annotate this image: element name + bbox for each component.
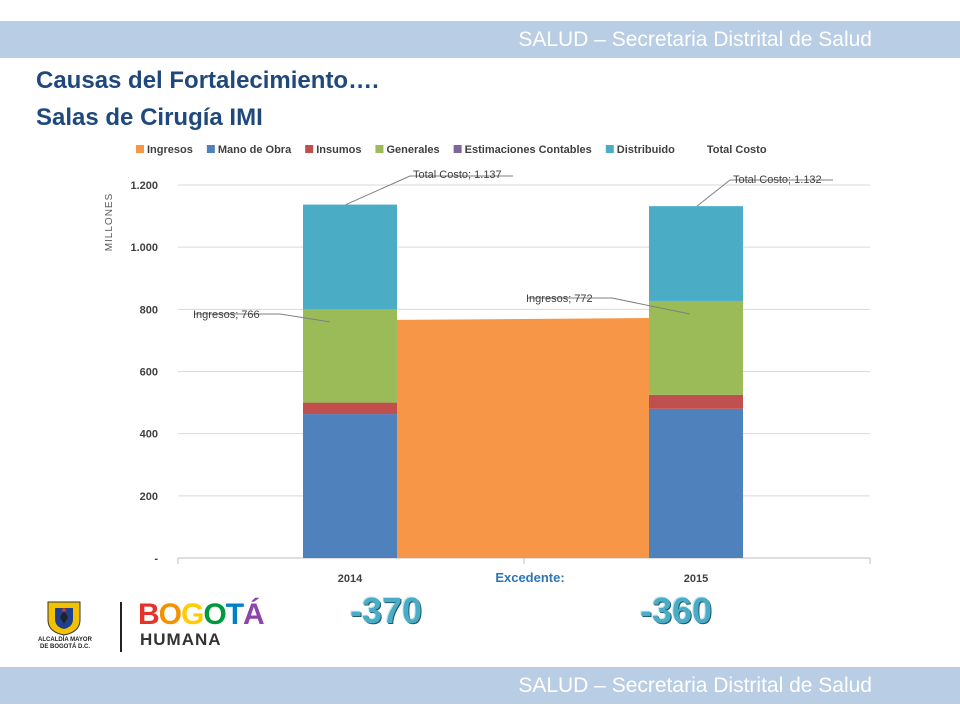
bogota-letter: O [158, 598, 182, 631]
excedente-label: Excedente: [495, 570, 565, 585]
bar-segment-insumos-2015 [649, 394, 743, 409]
bar-segment-mano-de-obra-2015 [649, 408, 743, 558]
bar-segment-distribuido-2014 [303, 204, 397, 310]
y-tick-label: 200 [140, 491, 158, 503]
annotation-label: Total Costo; 1.137 [413, 169, 502, 181]
legend-label: Ingresos [147, 144, 193, 156]
legend-label: Mano de Obra [218, 144, 292, 156]
bogota-letter: B [138, 598, 160, 631]
y-tick-label: 1.200 [130, 180, 158, 192]
legend-swatch [453, 145, 462, 153]
y-axis-title: MILLONES [104, 193, 115, 252]
annotation-leader [195, 313, 331, 323]
annotation-label: Total Costo; 1.132 [733, 174, 822, 186]
humana-wordmark: HUMANA [140, 630, 222, 649]
bar-segment-distribuido-2015 [649, 206, 743, 301]
bogota-letter: O [203, 598, 226, 631]
logo-divider [120, 602, 122, 652]
ingresos-area [397, 318, 649, 558]
header-banner: SALUD – Secretaria Distrital de Salud [0, 21, 960, 58]
annotation-leader [527, 297, 691, 315]
bogota-wordmark: BOGOTÁ [138, 598, 265, 632]
bar-segment-insumos-2014 [303, 402, 397, 415]
annotation-label: Ingresos; 766 [193, 309, 260, 321]
legend-label: Distribuido [617, 144, 675, 156]
crest-caption: ALCALDÍA MAYOR DE BOGOTÁ D.C. [30, 637, 100, 651]
legend-label: Insumos [316, 144, 361, 156]
bogota-letter: G [181, 598, 204, 631]
slide-subtitle: Salas de Cirugía IMI [36, 104, 263, 131]
bar-segment-mano-de-obra-2014 [303, 414, 397, 558]
coat-of-arms-icon [47, 601, 81, 636]
legend-label: Estimaciones Contables [465, 144, 592, 156]
bogota-letter: T [225, 598, 244, 631]
legend-label: Total Costo [707, 144, 767, 156]
legend-swatch [136, 145, 144, 153]
legend-label: Generales [386, 144, 439, 156]
legend-swatch [206, 145, 215, 153]
slide-title: Causas del Fortalecimiento…. [36, 67, 379, 94]
crest-caption-line1: ALCALDÍA MAYOR [38, 637, 92, 643]
footer-banner: SALUD – Secretaria Distrital de Salud [0, 667, 960, 704]
y-tick-label: - [154, 553, 158, 565]
crest-caption-line2: DE BOGOTÁ D.C. [39, 644, 90, 650]
alcaldia-logo: ALCALDÍA MAYOR DE BOGOTÁ D.C. BOGOTÁ HUM… [30, 596, 265, 658]
y-tick-label: 800 [140, 304, 158, 316]
y-tick-label: 1.000 [130, 242, 158, 254]
bar-segment-generales-2014 [303, 309, 397, 403]
legend-swatch [605, 145, 614, 153]
annotation-leader [696, 179, 833, 207]
y-tick-label: 400 [140, 429, 158, 441]
legend-swatch [305, 145, 314, 153]
legend-swatch [375, 145, 384, 153]
y-tick-label: 600 [140, 367, 158, 379]
bar-segment-generales-2015 [649, 300, 743, 395]
excedente-value-2014: -370 [350, 590, 423, 631]
annotation-label: Ingresos; 772 [526, 293, 593, 305]
bogota-letter: Á [243, 598, 265, 631]
x-tick-label-2015: 2015 [684, 573, 708, 585]
excedente-value-2015: -360 [640, 590, 713, 631]
x-tick-label-2014: 2014 [338, 573, 363, 585]
annotation-leader [345, 175, 513, 206]
